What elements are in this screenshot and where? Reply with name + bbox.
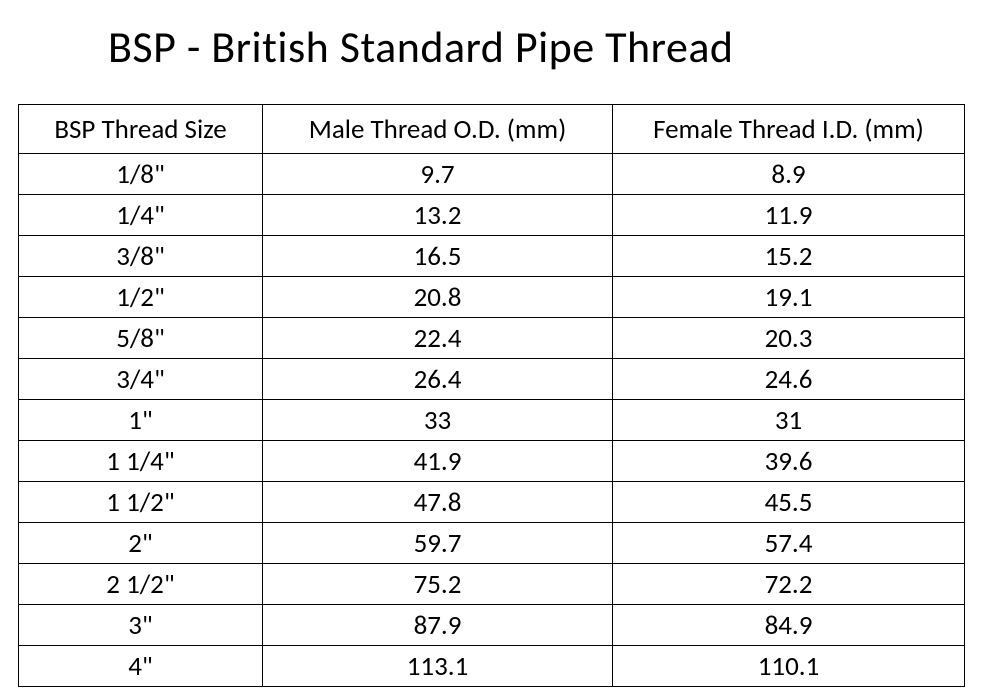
page-title: BSP - British Standard Pipe Thread (18, 20, 966, 74)
cell-female: 24.6 (613, 359, 965, 400)
cell-size: 3/8" (19, 236, 263, 277)
cell-female: 11.9 (613, 195, 965, 236)
cell-male: 87.9 (263, 605, 613, 646)
cell-size: 5/8" (19, 318, 263, 359)
table-row: 1/4" 13.2 11.9 (19, 195, 965, 236)
cell-male: 59.7 (263, 523, 613, 564)
col-header-male: Male Thread O.D. (mm) (263, 105, 613, 154)
cell-female: 57.4 (613, 523, 965, 564)
cell-female: 110.1 (613, 646, 965, 687)
table-row: 3/8" 16.5 15.2 (19, 236, 965, 277)
cell-size: 1/4" (19, 195, 263, 236)
cell-size: 2" (19, 523, 263, 564)
cell-male: 75.2 (263, 564, 613, 605)
cell-female: 31 (613, 400, 965, 441)
col-header-size: BSP Thread Size (19, 105, 263, 154)
cell-male: 20.8 (263, 277, 613, 318)
table-row: 1 1/4" 41.9 39.6 (19, 441, 965, 482)
cell-male: 26.4 (263, 359, 613, 400)
cell-female: 8.9 (613, 154, 965, 195)
cell-male: 16.5 (263, 236, 613, 277)
cell-male: 41.9 (263, 441, 613, 482)
table-row: 1" 33 31 (19, 400, 965, 441)
bsp-thread-table: BSP Thread Size Male Thread O.D. (mm) Fe… (18, 104, 965, 687)
table-row: 3/4" 26.4 24.6 (19, 359, 965, 400)
page-container: BSP - British Standard Pipe Thread BSP T… (0, 0, 984, 687)
table-header-row: BSP Thread Size Male Thread O.D. (mm) Fe… (19, 105, 965, 154)
table-row: 3" 87.9 84.9 (19, 605, 965, 646)
cell-female: 72.2 (613, 564, 965, 605)
cell-female: 45.5 (613, 482, 965, 523)
cell-size: 1 1/4" (19, 441, 263, 482)
table-row: 4" 113.1 110.1 (19, 646, 965, 687)
cell-male: 47.8 (263, 482, 613, 523)
cell-female: 84.9 (613, 605, 965, 646)
cell-male: 33 (263, 400, 613, 441)
table-row: 1/2" 20.8 19.1 (19, 277, 965, 318)
table-row: 1/8" 9.7 8.9 (19, 154, 965, 195)
table-row: 2" 59.7 57.4 (19, 523, 965, 564)
cell-size: 3" (19, 605, 263, 646)
cell-female: 19.1 (613, 277, 965, 318)
table-row: 5/8" 22.4 20.3 (19, 318, 965, 359)
cell-male: 9.7 (263, 154, 613, 195)
cell-male: 22.4 (263, 318, 613, 359)
cell-size: 4" (19, 646, 263, 687)
cell-size: 2 1/2" (19, 564, 263, 605)
cell-size: 1/8" (19, 154, 263, 195)
cell-size: 3/4" (19, 359, 263, 400)
cell-size: 1/2" (19, 277, 263, 318)
cell-male: 13.2 (263, 195, 613, 236)
table-row: 2 1/2" 75.2 72.2 (19, 564, 965, 605)
cell-size: 1 1/2" (19, 482, 263, 523)
col-header-female: Female Thread I.D. (mm) (613, 105, 965, 154)
cell-female: 39.6 (613, 441, 965, 482)
cell-female: 15.2 (613, 236, 965, 277)
table-row: 1 1/2" 47.8 45.5 (19, 482, 965, 523)
cell-female: 20.3 (613, 318, 965, 359)
cell-size: 1" (19, 400, 263, 441)
cell-male: 113.1 (263, 646, 613, 687)
